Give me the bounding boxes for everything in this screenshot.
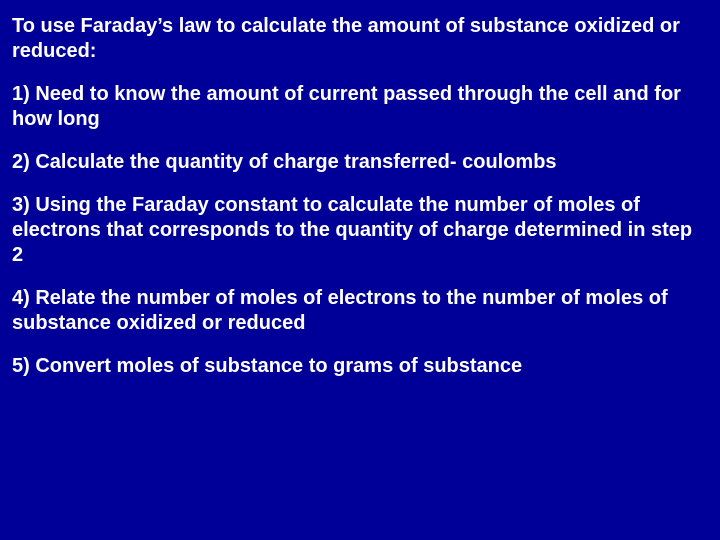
step-4: 4) Relate the number of moles of electro…	[12, 286, 700, 336]
step-3: 3) Using the Faraday constant to calcula…	[12, 193, 700, 268]
step-2: 2) Calculate the quantity of charge tran…	[12, 150, 700, 175]
step-1: 1) Need to know the amount of current pa…	[12, 82, 700, 132]
intro-text: To use Faraday’s law to calculate the am…	[12, 14, 700, 64]
step-5: 5) Convert moles of substance to grams o…	[12, 354, 700, 379]
